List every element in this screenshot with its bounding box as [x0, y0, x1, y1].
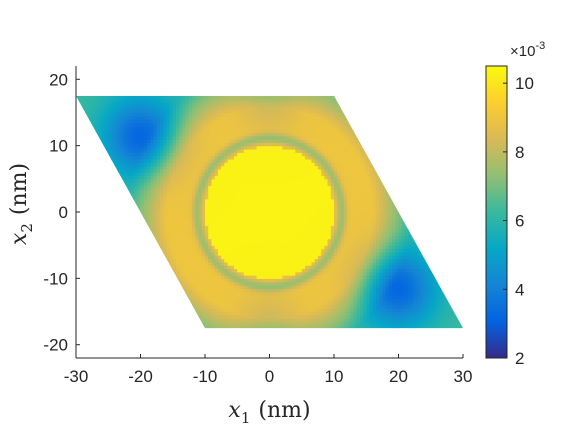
x-ticks: -30 -20 -10 0 10 20 30: [64, 354, 473, 386]
plot-area: -30 -20 -10 0 10 20 30 -20 -10 0 10 20: [43, 66, 472, 386]
colorbar-tick-label: 6: [515, 212, 524, 231]
colorbar-gradient: [485, 65, 508, 359]
x-tick-label: -30: [64, 367, 89, 386]
x-tick-label: 30: [454, 367, 473, 386]
x-tick-label: 10: [325, 367, 344, 386]
x-tick-label: 0: [265, 367, 274, 386]
y-tick-label: -10: [43, 269, 68, 288]
colorbar-tick-label: 2: [515, 349, 524, 368]
colorbar: 2 4 6 8 10 ×10-3: [485, 40, 545, 368]
x-tick-label: -20: [128, 367, 153, 386]
x-tick-label: -10: [193, 367, 218, 386]
y-tick-label: 20: [49, 70, 68, 89]
x-tick-label: 20: [389, 367, 408, 386]
x-axis-label: x1 (nm): [228, 398, 310, 427]
colorbar-tick-label: 10: [515, 74, 534, 93]
y-tick-label: 10: [49, 137, 68, 156]
colorbar-tick-label: 8: [515, 143, 524, 162]
heatmap-surface: [76, 95, 463, 329]
y-axis-label: x2(nm): [7, 163, 36, 245]
colorbar-ticks: 2 4 6 8 10: [503, 74, 534, 368]
colorbar-tick-label: 4: [515, 280, 524, 299]
y-tick-label: 0: [59, 203, 68, 222]
colorbar-exponent: ×10-3: [510, 40, 545, 60]
y-ticks: -20 -10 0 10 20: [43, 70, 80, 355]
y-tick-label: -20: [43, 336, 68, 355]
